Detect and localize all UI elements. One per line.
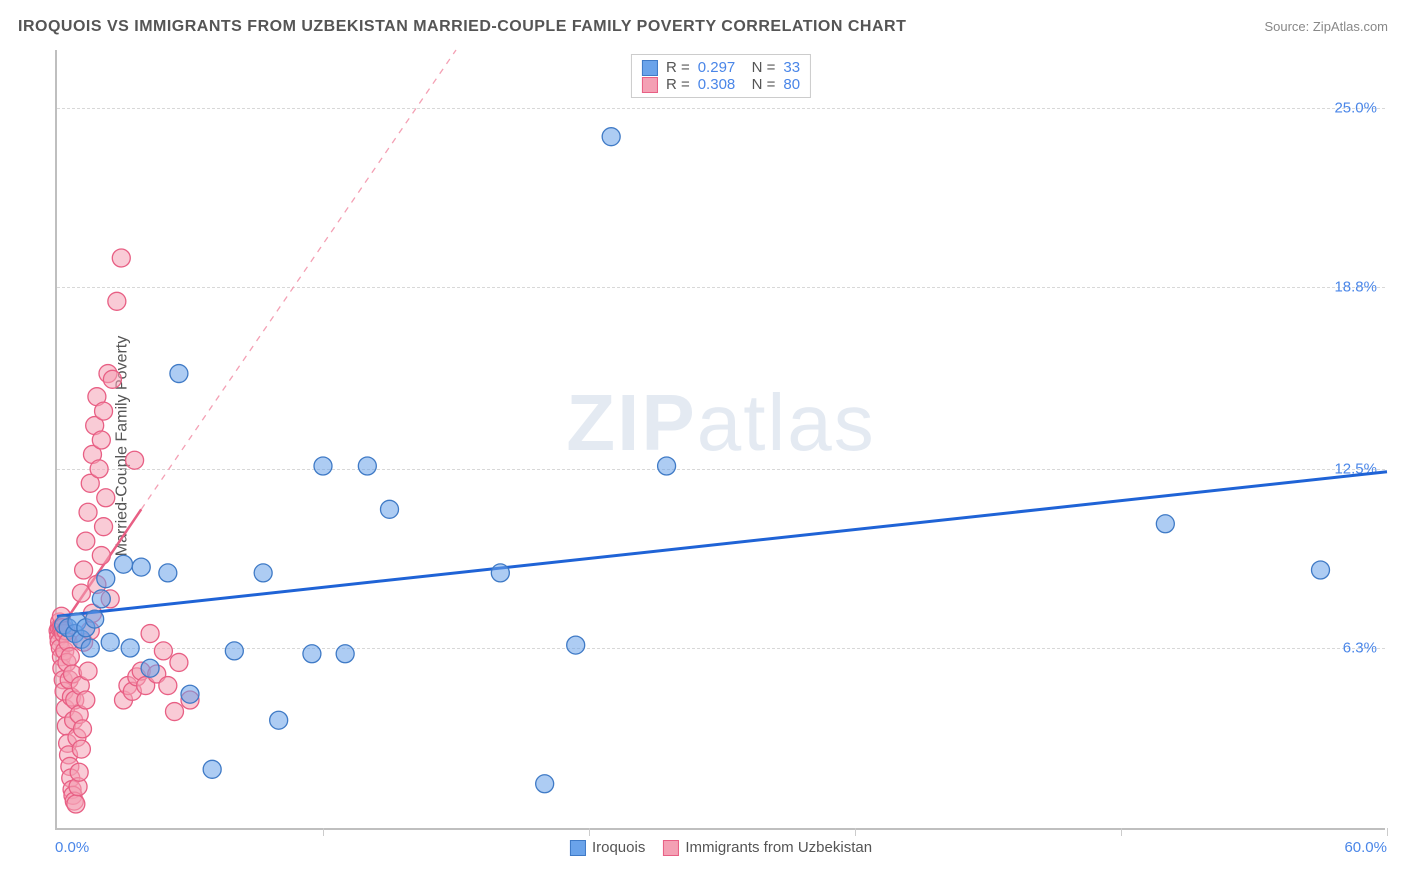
n-label: N = (743, 59, 775, 76)
swatch-iroquois (570, 840, 586, 856)
x-tick (323, 828, 324, 836)
r-value-1: 0.297 (698, 59, 736, 76)
swatch-iroquois (642, 60, 658, 76)
legend-item-iroquois: Iroquois (570, 839, 645, 856)
x-min-label: 0.0% (55, 839, 89, 856)
n-value-2: 80 (783, 76, 800, 93)
x-tick (1387, 828, 1388, 836)
swatch-uzbekistan (663, 840, 679, 856)
r-label: R = (666, 59, 690, 76)
n-label: N = (743, 76, 775, 93)
chart-title: IROQUOIS VS IMMIGRANTS FROM UZBEKISTAN M… (18, 18, 906, 36)
x-tick (1121, 828, 1122, 836)
legend-row-1: R = 0.297 N = 33 (642, 59, 800, 76)
scatter-svg (57, 50, 1385, 828)
legend-item-uzbekistan: Immigrants from Uzbekistan (663, 839, 872, 856)
series-legend: Iroquois Immigrants from Uzbekistan (570, 839, 872, 856)
swatch-uzbekistan (642, 77, 658, 93)
x-max-label: 60.0% (1344, 839, 1387, 856)
n-value-1: 33 (783, 59, 800, 76)
legend-label-iroquois: Iroquois (592, 839, 645, 856)
legend-label-uzbekistan: Immigrants from Uzbekistan (685, 839, 872, 856)
correlation-legend: R = 0.297 N = 33 R = 0.308 N = 80 (631, 54, 811, 98)
r-label: R = (666, 76, 690, 93)
legend-row-2: R = 0.308 N = 80 (642, 76, 800, 93)
plot-area: ZIPatlas R = 0.297 N = 33 R = 0.308 N = … (55, 50, 1385, 830)
r-value-2: 0.308 (698, 76, 736, 93)
x-tick (855, 828, 856, 836)
x-tick (589, 828, 590, 836)
source-label: Source: ZipAtlas.com (1264, 19, 1388, 34)
